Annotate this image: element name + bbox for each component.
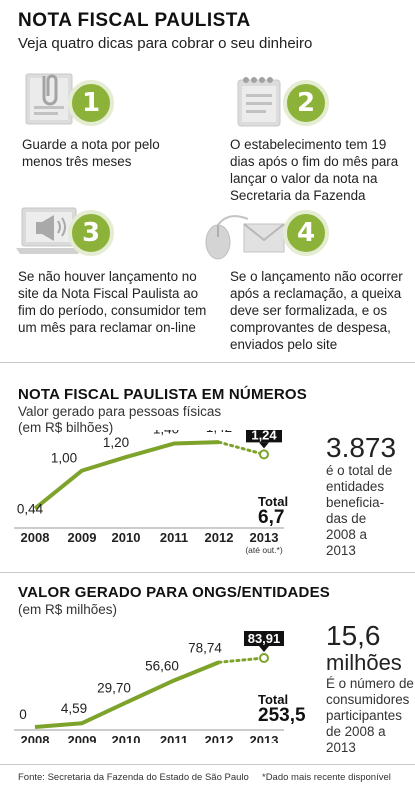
data-label: 78,74 <box>188 640 222 655</box>
x-tick-note: (até out.*) <box>245 545 282 555</box>
chart-1-total-value: 6,7 <box>258 507 285 528</box>
chart-1-title: NOTA FISCAL PAULISTA EM NÚMEROS <box>18 386 307 403</box>
x-tick-label: 2010 <box>112 530 141 545</box>
chart-1-unit: (em R$ bilhões) <box>18 420 114 435</box>
x-tick-label: 2013 <box>250 530 279 545</box>
series-line-estimate <box>217 656 266 664</box>
data-label: 4,59 <box>61 701 87 716</box>
tip-1-text: Guarde a nota por pelo menos três meses <box>22 137 160 169</box>
chart-2: 0 4,59 29,70 56,60 78,74 83,91 2008 2009 2010 201… <box>14 631 284 743</box>
data-label: 83,91 <box>248 631 281 646</box>
data-label-pointer <box>259 442 269 449</box>
data-label: 1,24 <box>251 430 277 442</box>
divider <box>0 362 415 363</box>
data-label: 1,40 <box>153 430 179 437</box>
mouse-envelope-icon <box>205 215 285 260</box>
tip-3-text: Se não houver lançamento no site da Nota… <box>18 269 207 335</box>
series-line <box>34 660 220 729</box>
footer-note: *Dado mais recente disponível <box>262 772 391 783</box>
chart-1-side-number: 3.873 <box>326 432 397 463</box>
divider <box>0 764 415 765</box>
x-tick-label: 2009 <box>68 733 97 743</box>
chart-1-side-text: é o total de entidades beneficia- das de… <box>326 463 393 558</box>
data-label-pointer <box>259 646 269 653</box>
page-title: NOTA FISCAL PAULISTA <box>18 10 251 31</box>
x-tick-label: 2011 <box>160 733 188 743</box>
data-label: 1,20 <box>103 435 129 450</box>
page-subtitle: Veja quatro dicas para cobrar o seu dinh… <box>18 35 313 52</box>
data-label: 1,42 <box>206 430 232 435</box>
series-line-estimate <box>217 440 266 456</box>
data-label-box <box>244 631 284 647</box>
data-point-last <box>259 653 269 664</box>
chart-2-unit: (em R$ milhões) <box>18 602 118 617</box>
chart-1: 0,44 1,00 1,20 1,40 1,42 1,24 2008 2009 2010 2011… <box>14 430 284 555</box>
tip-2-badge: 2 <box>283 80 329 126</box>
footer-source: Fonte: Secretaria da Fazenda do Estado d… <box>18 772 249 783</box>
megaphone-laptop-icon <box>16 207 82 254</box>
notepad-icon <box>237 77 281 127</box>
x-tick-label: 2013 <box>250 733 279 743</box>
x-tick-label: 2009 <box>68 530 97 545</box>
chart-2-side-text: É o número de consumidores participantes… <box>326 676 414 755</box>
tip-2-text: O estabelecimento tem 19 dias após o fim… <box>230 137 399 203</box>
divider <box>0 572 415 573</box>
chart-2-title: VALOR GERADO PARA ONGS/ENTIDADES <box>18 584 330 601</box>
chart-2-side-number: 15,6 <box>326 620 381 651</box>
tip-1-badge: 1 <box>68 80 114 126</box>
x-tick-label: 2012 <box>205 530 234 545</box>
data-label: 56,60 <box>145 658 179 673</box>
data-label: 1,00 <box>51 451 77 466</box>
data-point-last <box>259 449 269 460</box>
data-label-box <box>246 430 282 443</box>
chart-2-total-label: Total <box>258 692 289 707</box>
tip-4-text: Se o lançamento não ocorrer após a recla… <box>230 269 403 352</box>
x-tick-label: 2008 <box>21 733 50 743</box>
chart-2-side-number-unit: milhões <box>326 650 402 675</box>
chart-1-subtitle: Valor gerado para pessoas físicas <box>18 404 222 419</box>
tip-4-badge: 4 <box>283 210 329 256</box>
data-label: 29,70 <box>97 681 131 696</box>
tip-3-badge: 3 <box>68 210 114 256</box>
paper-clip-document-icon <box>25 73 73 125</box>
data-label: 0 <box>19 707 27 722</box>
chart-1-total-label: Total <box>258 494 289 509</box>
series-line <box>33 440 220 511</box>
x-tick-label: 2012 <box>205 733 234 743</box>
chart-2-total-value: 253,5 <box>258 705 306 726</box>
data-label: 0,44 <box>17 502 44 517</box>
x-tick-label: 2011 <box>160 530 188 545</box>
x-tick-label: 2008 <box>21 530 50 545</box>
x-tick-label: 2010 <box>112 733 141 743</box>
